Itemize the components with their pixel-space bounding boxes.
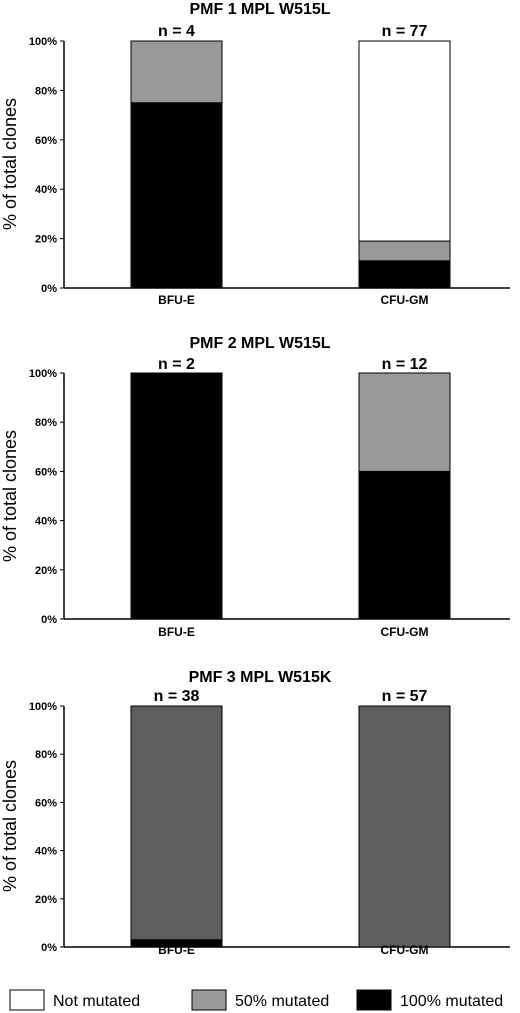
y-tick-label: 20% xyxy=(35,894,57,906)
y-axis-label: % of total clones xyxy=(0,98,20,230)
y-tick-label: 20% xyxy=(35,565,57,577)
legend-swatch xyxy=(356,989,392,1011)
y-tick-label: 20% xyxy=(35,234,57,246)
n-label: n = 38 xyxy=(154,688,200,705)
x-tick-label: BFU-E xyxy=(158,293,195,307)
y-tick-label: 100% xyxy=(29,368,57,380)
bar-segment xyxy=(358,470,451,620)
y-tick-label: 0% xyxy=(41,283,57,295)
y-tick-label: 40% xyxy=(35,516,57,528)
legend-swatch xyxy=(191,989,227,1011)
y-tick-label: 0% xyxy=(41,942,57,954)
chart-title: PMF 1 MPL W515L xyxy=(189,1,330,18)
n-label: n = 2 xyxy=(158,356,195,373)
y-axis-label: % of total clones xyxy=(0,760,20,892)
x-tick-label: CFU-GM xyxy=(381,625,429,639)
y-tick-label: 40% xyxy=(35,846,57,858)
legend-label: 50% mutated xyxy=(235,993,329,1010)
bar-segment xyxy=(358,705,451,948)
n-label: n = 77 xyxy=(382,23,428,40)
y-tick-label: 80% xyxy=(35,749,57,761)
y-tick-label: 40% xyxy=(35,184,57,196)
n-label: n = 12 xyxy=(382,356,428,373)
bar-segment xyxy=(130,102,223,289)
y-tick-label: 60% xyxy=(35,466,57,478)
legend-label: Not mutated xyxy=(53,993,140,1010)
x-tick-label: BFU-E xyxy=(158,943,195,957)
x-tick-label: BFU-E xyxy=(158,625,195,639)
bar-segment xyxy=(130,40,223,104)
y-tick-label: 0% xyxy=(41,614,57,626)
legend-label: 100% mutated xyxy=(400,993,503,1010)
x-tick-label: CFU-GM xyxy=(381,293,429,307)
n-label: n = 4 xyxy=(158,23,195,40)
n-label: n = 57 xyxy=(382,688,428,705)
y-tick-label: 100% xyxy=(29,701,57,713)
y-axis-label: % of total clones xyxy=(0,430,20,562)
y-tick-label: 80% xyxy=(35,417,57,429)
bar-segment xyxy=(358,372,451,472)
bar-segment xyxy=(358,40,451,242)
chart-title: PMF 3 MPL W515K xyxy=(189,669,332,686)
x-tick-label: CFU-GM xyxy=(381,943,429,957)
y-tick-label: 60% xyxy=(35,135,57,147)
bar-segment xyxy=(358,260,451,289)
chart-title: PMF 2 MPL W515L xyxy=(189,335,330,352)
y-tick-label: 80% xyxy=(35,85,57,97)
bar-segment xyxy=(130,705,223,941)
y-tick-label: 100% xyxy=(29,36,57,48)
bar-segment xyxy=(358,240,451,262)
legend-swatch xyxy=(9,989,45,1011)
bar-segment xyxy=(130,372,223,620)
y-tick-label: 60% xyxy=(35,797,57,809)
